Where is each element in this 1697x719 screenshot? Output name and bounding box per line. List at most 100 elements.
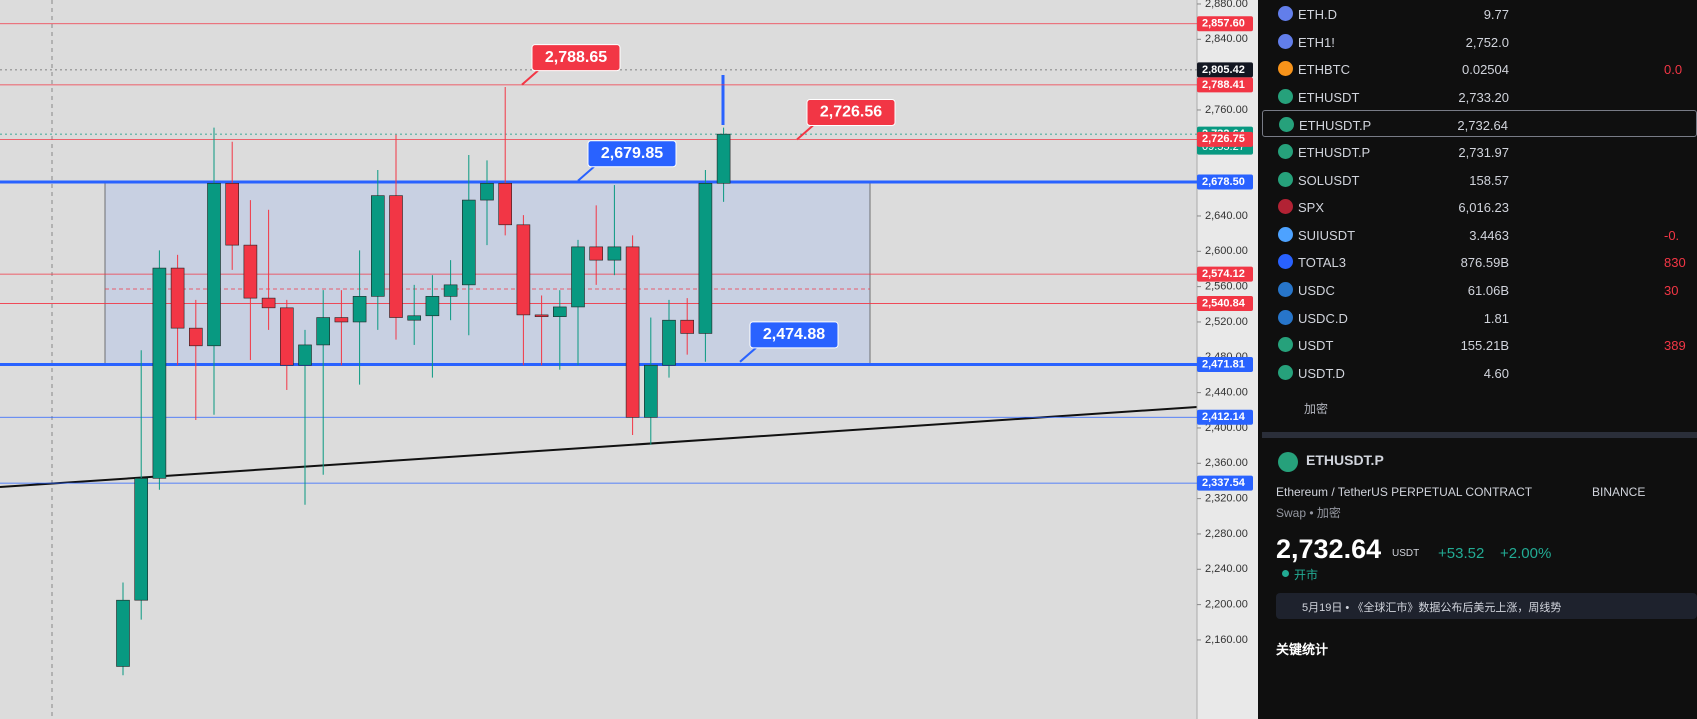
symbol-icon	[1278, 282, 1293, 297]
symbol: ETHBTC	[1298, 62, 1350, 78]
candle-body	[698, 182, 713, 334]
watchlist-row[interactable]: USDT 155.21B 389	[1262, 331, 1697, 358]
detail-change: +53.52	[1438, 545, 1485, 562]
symbol-icon	[1278, 6, 1293, 21]
symbol-icon	[1278, 33, 1293, 49]
stats-title: 关键统计	[1276, 642, 1329, 657]
callout-box	[531, 44, 621, 72]
price: 0.02504	[1462, 62, 1509, 78]
y-tick-label: 2,880.00	[1205, 0, 1248, 10]
chart: 2,880.00 2,840.00 2,760.00 2,640.00 2,600.00…	[0, 0, 1258, 719]
candle-body	[334, 317, 349, 323]
symbol-icon	[1278, 364, 1293, 380]
watchlist-row[interactable]: SOLUSDT 158.57	[1262, 166, 1697, 193]
candle-body	[625, 246, 640, 418]
callout-pointer	[521, 69, 539, 86]
callout-pointer	[739, 347, 757, 363]
section-label: 加密	[1304, 402, 1329, 416]
symbol: USDC.D	[1298, 310, 1348, 326]
price-tag	[1197, 16, 1253, 32]
price-tag	[1197, 296, 1253, 312]
candle-body	[516, 224, 531, 316]
watchlist-row[interactable]: USDT.D 4.60	[1262, 359, 1697, 386]
watchlist-row[interactable]: ETHBTC 0.02504 0.0	[1262, 55, 1697, 82]
y-tick-label: 2,440.00	[1205, 387, 1248, 399]
y-tick-label: 2,560.00	[1205, 281, 1248, 293]
y-tick-label: 2,280.00	[1205, 528, 1248, 540]
symbol-icon	[1278, 309, 1293, 325]
detail-status: 开市	[1294, 568, 1319, 582]
price: 158.57	[1469, 172, 1509, 188]
price: 2,731.97	[1458, 145, 1509, 160]
news-text: 5月19日 • 《全球汇市》数据公布后美元上涨，周线势	[1302, 602, 1562, 614]
symbol-icon	[1278, 226, 1293, 242]
candle-body	[298, 344, 312, 366]
candle-body	[170, 267, 185, 329]
y-tick-label: 2,240.00	[1205, 563, 1248, 575]
y-tick-label: 2,640.00	[1205, 210, 1248, 222]
callout-label: 2,474.88	[763, 326, 825, 343]
candle-body	[279, 307, 294, 366]
status-dot	[1282, 570, 1289, 577]
change: 389	[1664, 338, 1686, 354]
y-tick-label: 2,160.00	[1205, 634, 1248, 646]
watchlist-row[interactable]: TOTAL3 876.59B 830	[1262, 248, 1697, 275]
candle-body	[680, 319, 695, 334]
price-tag	[1197, 409, 1253, 425]
price-tag-label: 2,857.60	[1202, 18, 1245, 30]
symbol-icon	[1278, 144, 1293, 159]
separator	[1262, 432, 1697, 438]
symbol-icon	[1278, 337, 1293, 353]
detail-change-percent: +2.00%	[1500, 545, 1552, 562]
symbol-icon	[1279, 117, 1294, 133]
watchlist-row[interactable]: ETH.D 9.77	[1262, 0, 1697, 27]
watchlist-row[interactable]: USDC 61.06B 30	[1262, 276, 1697, 303]
candle-body	[261, 297, 276, 309]
watchlist-row[interactable]: USDC.D 1.81	[1262, 304, 1697, 331]
price: 2,733.20	[1458, 89, 1509, 105]
candle-body	[552, 306, 567, 317]
symbol-icon	[1278, 88, 1293, 104]
y-tick-label: 2,400.00	[1205, 422, 1248, 434]
news-bar[interactable]: 5月19日 • 《全球汇市》数据公布后美元上涨，周线势	[1276, 593, 1697, 619]
symbol: ETHUSDT.P	[1299, 118, 1372, 134]
watchlist-row[interactable]: ETHUSDT 2,733.20	[1262, 83, 1697, 110]
symbol-icon	[1278, 254, 1293, 270]
symbol: ETHUSDT.P	[1298, 145, 1371, 160]
candle-body	[243, 244, 258, 299]
detail-category: Swap • 加密	[1276, 506, 1341, 520]
price: 4.60	[1483, 365, 1509, 381]
trend-line	[0, 406, 1198, 488]
callout-label: 2,726.56	[820, 104, 882, 121]
watchlist-row[interactable]: ETH1! 2,752.0	[1262, 28, 1697, 55]
detail-exchange: BINANCE	[1592, 485, 1646, 499]
callout-box	[749, 321, 839, 349]
symbol: USDC	[1298, 283, 1335, 298]
y-tick-label: 2,200.00	[1205, 599, 1248, 611]
watchlist-row[interactable]: ETHUSDT.P 2,731.97	[1262, 138, 1697, 165]
candle-body	[316, 317, 331, 346]
symbol: ETHUSDT	[1298, 89, 1360, 105]
candle-body	[589, 246, 604, 261]
symbol: ETH1!	[1298, 34, 1335, 50]
price: 61.06B	[1467, 283, 1509, 298]
symbol: USDT.D	[1298, 365, 1345, 381]
callout-label: 2,788.65	[545, 49, 607, 66]
price-tag-label: 2,788.41	[1202, 79, 1245, 91]
candle-body	[207, 182, 221, 347]
candle-body	[389, 195, 403, 318]
candle-body	[407, 315, 422, 321]
price-tag-label: 2,574.12	[1202, 268, 1245, 280]
candle-body	[116, 599, 130, 667]
price: 876.59B	[1460, 255, 1509, 271]
watchlist-row[interactable]: SPX 6,016.23	[1262, 193, 1697, 220]
candle-body	[225, 182, 239, 246]
symbol: TOTAL3	[1298, 255, 1346, 271]
watchlist-row[interactable]: ETHUSDT.P 2,732.64	[1262, 110, 1697, 138]
y-tick-label: 2,840.00	[1205, 33, 1248, 45]
side-panel: ETH.D 9.77 ETH1! 2,752.0 ETHBTC 0.02504 0.0 ETH…	[1262, 0, 1697, 719]
candle-body	[152, 267, 167, 479]
watchlist-row[interactable]: SUIUSDT 3.4463 -0.	[1262, 221, 1697, 248]
price-tag-label: 2,471.81	[1202, 358, 1245, 370]
